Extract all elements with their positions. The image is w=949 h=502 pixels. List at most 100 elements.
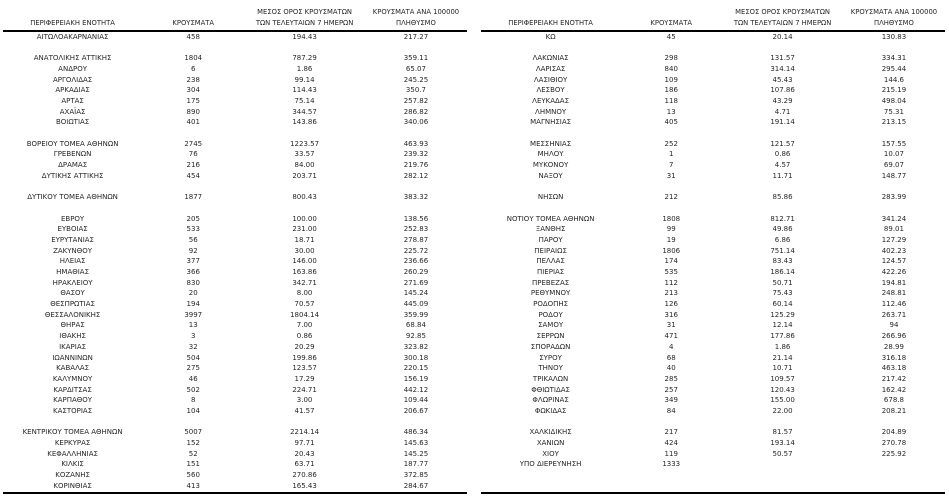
avg-7day-cell: 12.14	[772, 321, 793, 330]
column-header-cases: ΚΡΟΥΣΜΑΤΑ	[142, 0, 245, 33]
column-header-line: ΠΕΡΙΦΕΡΕΙΑΚΗ ΕΝΟΤΗΤΑ	[508, 18, 593, 27]
cases-cell: 401	[186, 118, 200, 127]
avg-7day-cell: 2214.14	[290, 428, 320, 437]
table-row: ΛΗΜΝΟΥ 13 4.71 75.31	[481, 107, 945, 118]
table-row: ΗΡΑΚΛΕΙΟΥ 830 342.71 271.69	[3, 278, 467, 289]
column-header-region: ΠΕΡΙΦΕΡΕΙΑΚΗ ΕΝΟΤΗΤΑ	[3, 0, 143, 33]
table-row: ΜΗΛΟΥ 1 0.86 10.07	[481, 150, 945, 161]
spacer-cell	[3, 128, 467, 139]
per-100k-cell: 75.31	[883, 107, 904, 116]
cases-cell: 504	[186, 353, 200, 362]
per-100k-cell: 236.66	[403, 257, 429, 266]
region-name-cell: ΒΟΡΕΙΟΥ ΤΟΜΕΑ ΑΘΗΝΩΝ	[26, 139, 119, 148]
per-100k-cell: 145.25	[403, 449, 429, 458]
region-name-cell: ΠΙΕΡΙΑΣ	[536, 268, 565, 277]
region-name-cell: ΡΟΔΟΠΗΣ	[533, 300, 569, 309]
avg-7day-cell: 146.00	[292, 257, 317, 266]
avg-7day-cell: 63.71	[294, 460, 315, 469]
per-100k-cell: 157.55	[881, 139, 907, 148]
per-100k-cell: 248.81	[881, 289, 907, 298]
column-header-avg7: ΜΕΣΟΣ ΟΡΟΣ ΚΡΟΥΣΜΑΤΩΝ ΤΩΝ ΤΕΛΕΥΤΑΙΩΝ 7 ΗΜ…	[722, 0, 843, 33]
avg-7day-cell: 143.86	[292, 118, 317, 127]
avg-7day-cell: 3.00	[296, 396, 313, 405]
region-name-cell: ΜΑΓΝΗΣΙΑΣ	[530, 118, 572, 127]
cases-cell: 32	[188, 342, 198, 351]
avg-7day-cell: 342.71	[292, 278, 317, 287]
column-header-line: ΜΕΣΟΣ ΟΡΟΣ ΚΡΟΥΣΜΑΤΩΝ	[735, 8, 830, 16]
per-100k-cell: 316.18	[881, 353, 907, 362]
avg-7day-cell: 186.14	[770, 268, 795, 277]
table-row: ΘΗΡΑΣ 13 7.00 68.84	[3, 321, 467, 332]
table-row: ΠΕΛΛΑΣ 174 83.43 124.57	[481, 257, 945, 268]
table-row: ΥΠΟ ΔΙΕΡΕΥΝΗΣΗ 1333	[481, 460, 945, 471]
per-100k-cell: 245.25	[403, 75, 429, 84]
cases-cell: 31	[666, 321, 676, 330]
avg-7day-cell: 231.00	[292, 225, 317, 234]
region-name-cell: ΔΥΤΙΚΗΣ ΑΤΤΙΚΗΣ	[41, 171, 104, 180]
cases-cell: 119	[664, 449, 678, 458]
cases-cell: 52	[188, 449, 198, 458]
region-name-cell: ΚΕΡΚΥΡΑΣ	[54, 439, 91, 448]
cases-cell: 4	[668, 342, 674, 351]
cases-cell: 99	[666, 225, 676, 234]
table-row: ΡΟΔΟΥ 316 125.29 263.71	[481, 310, 945, 321]
cases-cell: 7	[668, 161, 674, 170]
cases-cell: 13	[666, 107, 676, 116]
per-100k-cell: 217.42	[881, 374, 907, 383]
region-name-cell: ΝΑΞΟΥ	[538, 171, 563, 180]
table-row: ΝΟΤΙΟΥ ΤΟΜΕΑ ΑΘΗΝΩΝ 1808 812.71 341.24	[481, 214, 945, 225]
table-row: ΗΛΕΙΑΣ 377 146.00 236.66	[3, 257, 467, 268]
cases-cell: 6	[190, 64, 196, 73]
avg-7day-cell: 155.00	[770, 396, 795, 405]
avg-7day-cell: 199.86	[292, 353, 317, 362]
per-100k-cell: 678.8	[883, 396, 904, 405]
avg-7day-cell: 60.14	[772, 300, 793, 309]
avg-7day-cell: 1804.14	[290, 310, 320, 319]
per-100k-cell: 359.11	[403, 54, 429, 63]
table-row: ΚΕΦΑΛΛΗΝΙΑΣ 52 20.43 145.25	[3, 449, 467, 460]
table-row: ΛΑΡΙΣΑΣ 840 314.14 295.44	[481, 64, 945, 75]
region-name-cell: ΦΛΩΡΙΝΑΣ	[532, 396, 569, 405]
column-header-region: ΠΕΡΙΦΕΡΕΙΑΚΗ ΕΝΟΤΗΤΑ	[481, 0, 621, 33]
avg-7day-cell: 45.43	[772, 75, 793, 84]
table-row: ΤΗΝΟΥ 40 10.71 463.18	[481, 363, 945, 374]
per-100k-cell: 148.77	[881, 171, 907, 180]
table-row: ΚΑΡΠΑΘΟΥ 8 3.00 109.44	[3, 395, 467, 406]
avg-7day-cell: 20.43	[294, 449, 315, 458]
cases-cell: 377	[186, 257, 200, 266]
spacer-cell	[481, 203, 945, 214]
table-row: ΑΡΤΑΣ 175 75.14 257.82	[3, 96, 467, 107]
per-100k-cell: 225.72	[403, 246, 429, 255]
region-name-cell: ΑΡΚΑΔΙΑΣ	[55, 86, 90, 95]
region-name-cell: ΘΕΣΠΡΩΤΙΑΣ	[50, 300, 95, 309]
table-row: ΖΑΚΥΝΘΟΥ 92 30.00 225.72	[3, 246, 467, 257]
avg-7day-cell: 751.14	[770, 246, 795, 255]
cases-cell: 298	[664, 54, 678, 63]
region-name-cell: ΘΑΣΟΥ	[60, 289, 85, 298]
region-name-cell: ΜΗΛΟΥ	[537, 150, 564, 159]
avg-7day-cell: 4.57	[774, 161, 791, 170]
per-100k-cell: 340.06	[403, 118, 429, 127]
spacer-row	[481, 182, 945, 193]
column-header-cases: ΚΡΟΥΣΜΑΤΑ	[620, 0, 723, 33]
table-row: ΦΘΙΩΤΙΔΑΣ 257 120.43 162.42	[481, 385, 945, 396]
region-name-cell: ΕΥΒΟΙΑΣ	[57, 225, 88, 234]
region-name-cell: ΔΡΑΜΑΣ	[58, 161, 88, 170]
region-name-cell: ΣΥΡΟΥ	[539, 353, 562, 362]
region-name-cell: ΦΩΚΙΔΑΣ	[534, 406, 567, 415]
column-header-line: ΠΛΗΘΥΣΜΟ	[874, 18, 914, 27]
per-100k-cell: 225.92	[881, 449, 907, 458]
table-row: ΦΛΩΡΙΝΑΣ 349 155.00 678.8	[481, 395, 945, 406]
cases-cell: 118	[664, 97, 678, 106]
region-name-cell: ΦΘΙΩΤΙΔΑΣ	[531, 385, 570, 394]
table-row: ΔΥΤΙΚΗΣ ΑΤΤΙΚΗΣ 454 203.71 282.12	[3, 171, 467, 182]
region-name-cell: ΝΟΤΙΟΥ ΤΟΜΕΑ ΑΘΗΝΩΝ	[506, 214, 595, 223]
cases-cell: 5007	[184, 428, 203, 437]
spacer-row	[481, 417, 945, 428]
avg-7day-cell: 99.14	[294, 75, 315, 84]
avg-7day-cell: 85.86	[772, 193, 793, 202]
region-name-cell: ΕΒΡΟΥ	[60, 214, 85, 223]
spacer-cell	[3, 43, 467, 54]
region-name-cell: ΑΙΤΩΛΟΑΚΑΡΝΑΝΙΑΣ	[36, 32, 109, 41]
